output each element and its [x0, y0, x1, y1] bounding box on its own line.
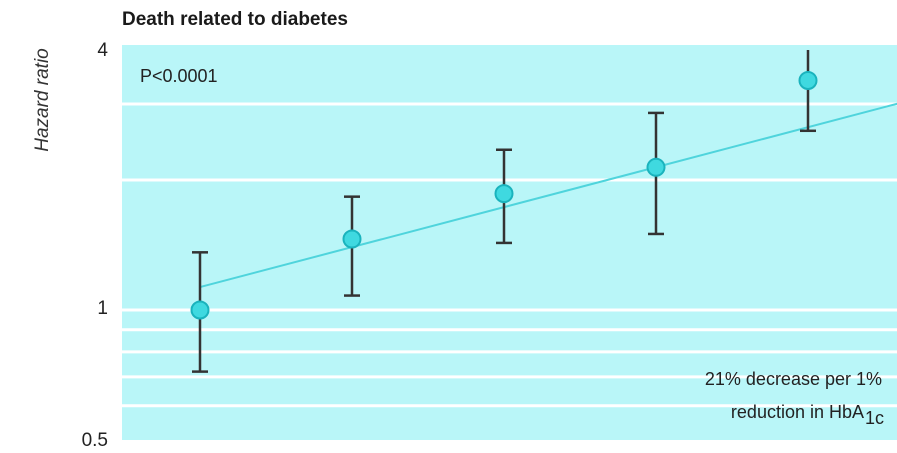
data-point: [646, 157, 666, 177]
data-points: [190, 70, 818, 320]
trend-line-group: [199, 102, 897, 289]
data-point: [494, 184, 514, 204]
chart-title: Death related to diabetes: [122, 9, 348, 30]
data-point: [798, 70, 818, 90]
effect-annotation-line1: 21% decrease per 1%: [705, 369, 882, 389]
y-tick-label-4: 4: [97, 40, 108, 61]
gridlines: [122, 102, 897, 408]
data-point: [342, 229, 362, 249]
y-tick-label-0.5: 0.5: [82, 430, 108, 451]
effect-annotation-line2: reduction in HbA: [731, 402, 864, 422]
p-value-label: P<0.0001: [140, 66, 218, 86]
y-tick-label-1: 1: [97, 298, 108, 319]
trend-line: [199, 102, 897, 289]
data-point: [190, 300, 210, 320]
y-axis-label: Hazard ratio: [32, 48, 53, 152]
effect-annotation-subscript: 1c: [865, 408, 884, 428]
